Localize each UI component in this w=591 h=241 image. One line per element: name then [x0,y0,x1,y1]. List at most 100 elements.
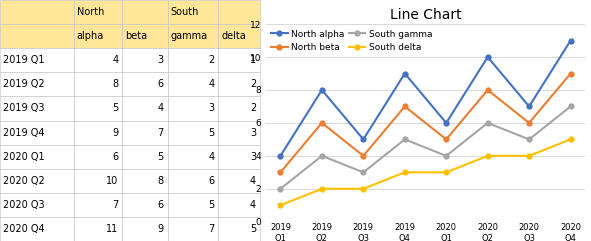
Bar [74,72,122,96]
North alpha [484,56,491,59]
Text: 4: 4 [112,55,118,65]
Bar [168,96,219,120]
Bar [168,217,219,241]
South delta [360,187,367,190]
South delta [319,187,326,190]
Text: 2: 2 [250,79,256,89]
North beta [443,138,450,141]
Text: 4: 4 [209,79,215,89]
South delta [484,154,491,157]
Line: South delta: South delta [278,137,573,208]
Bar [168,72,219,96]
North beta [567,72,574,75]
Bar [122,120,168,145]
Line: North beta: North beta [278,71,573,175]
Text: 2020 Q1: 2020 Q1 [2,152,44,162]
Text: 10: 10 [106,176,118,186]
Text: 2019 Q3: 2019 Q3 [2,103,44,114]
Bar [74,120,122,145]
Bar [122,193,168,217]
Bar [0,169,74,193]
North beta [360,154,367,157]
South gamma [525,138,532,141]
North alpha [525,105,532,108]
Text: 3: 3 [250,152,256,162]
Text: 2020 Q2: 2020 Q2 [2,176,44,186]
Bar [168,24,219,48]
Legend: North alpha, North beta, South gamma, South delta: North alpha, North beta, South gamma, So… [271,29,433,53]
Text: North: North [77,7,104,17]
Bar [74,48,122,72]
North beta [319,121,326,124]
Text: 6: 6 [209,176,215,186]
Bar [219,96,260,120]
North beta [525,121,532,124]
South delta [401,171,408,174]
Text: 2: 2 [250,103,256,114]
Bar [219,145,260,169]
North alpha [401,72,408,75]
Text: 2019 Q4: 2019 Q4 [2,127,44,138]
Bar [0,145,74,169]
Text: 2019 Q2: 2019 Q2 [2,79,44,89]
South gamma [360,171,367,174]
Bar [219,72,260,96]
Text: 11: 11 [106,224,118,234]
Bar [122,72,168,96]
Bar [122,217,168,241]
North beta [277,171,284,174]
South delta [567,138,574,141]
Bar [74,0,122,24]
North alpha [360,138,367,141]
Bar [219,193,260,217]
Bar [168,193,219,217]
Bar [122,0,168,24]
Text: 4: 4 [250,200,256,210]
Text: 3: 3 [209,103,215,114]
Bar [0,24,74,48]
Bar [168,145,219,169]
Bar [74,24,122,48]
Bar [219,120,260,145]
Text: 9: 9 [158,224,164,234]
Bar [168,169,219,193]
South delta [443,171,450,174]
Text: 3: 3 [158,55,164,65]
Bar [0,72,74,96]
Bar [0,193,74,217]
Title: Line Chart: Line Chart [389,7,462,21]
North alpha [443,121,450,124]
Bar [122,48,168,72]
Text: beta: beta [125,31,147,41]
Line: North alpha: North alpha [278,38,573,158]
Bar [168,120,219,145]
Text: South: South [170,7,199,17]
Text: 8: 8 [112,79,118,89]
Bar [219,48,260,72]
North alpha [319,88,326,91]
North beta [401,105,408,108]
South gamma [443,154,450,157]
Text: 4: 4 [158,103,164,114]
Line: South gamma: South gamma [278,104,573,191]
North alpha [567,39,574,42]
Bar [0,48,74,72]
Bar [74,217,122,241]
Text: 9: 9 [112,127,118,138]
Text: 7: 7 [112,200,118,210]
Text: alpha: alpha [77,31,104,41]
Bar [122,96,168,120]
South gamma [484,121,491,124]
Text: gamma: gamma [170,31,207,41]
South gamma [567,105,574,108]
Text: 7: 7 [208,224,215,234]
Text: 4: 4 [209,152,215,162]
Bar [0,0,74,24]
Bar [0,120,74,145]
Bar [122,24,168,48]
Text: 7: 7 [158,127,164,138]
Text: 8: 8 [158,176,164,186]
Text: 2020 Q3: 2020 Q3 [2,200,44,210]
Bar [74,169,122,193]
South delta [277,204,284,207]
